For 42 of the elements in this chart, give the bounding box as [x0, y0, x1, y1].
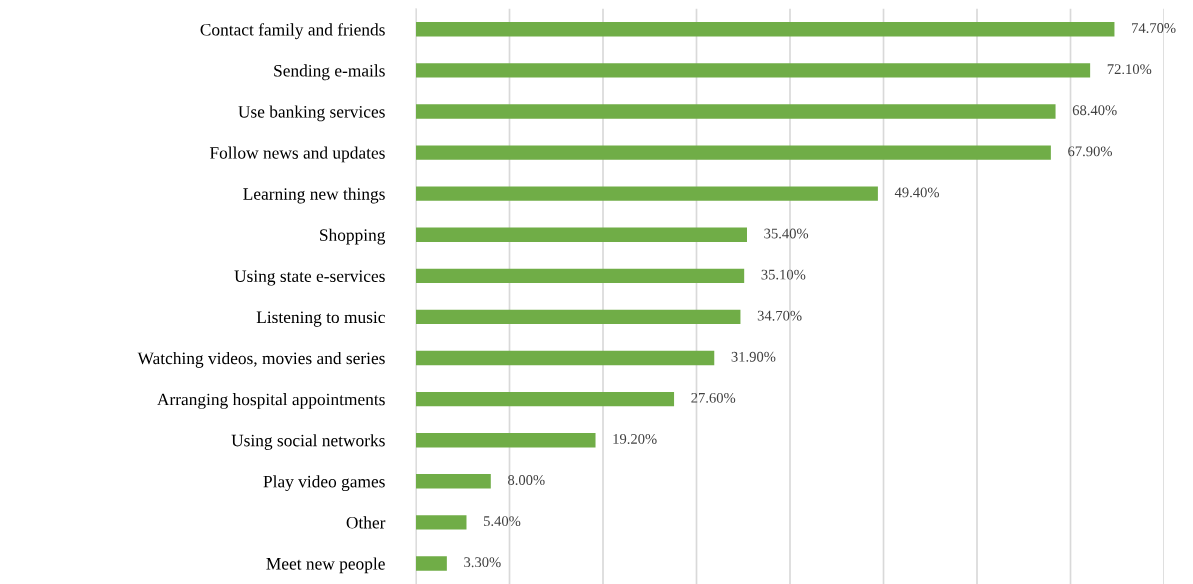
y-tick-label: Using state e-services	[234, 270, 385, 286]
y-tick-label: Listening to music	[256, 311, 385, 327]
bar	[416, 22, 1115, 37]
data-label: 8.00%	[508, 475, 545, 485]
data-label: 31.90%	[731, 351, 776, 362]
data-label: 3.30%	[464, 557, 501, 568]
bar	[416, 186, 878, 201]
bar	[416, 268, 745, 284]
bar	[416, 104, 1056, 119]
data-label: 49.40%	[894, 187, 940, 198]
y-tick-label: Watching videos, movies and series	[137, 351, 385, 368]
data-label: 34.70%	[757, 310, 802, 321]
bar	[416, 556, 447, 571]
y-tick-label: Meet new people	[266, 557, 385, 574]
bar	[416, 391, 675, 407]
data-label: 19.20%	[613, 434, 657, 444]
data-label: 68.40%	[1072, 105, 1117, 116]
bar	[416, 227, 747, 242]
y-tick-label: Sending e-mails	[274, 64, 385, 81]
y-tick-label: Follow news and updates	[209, 146, 385, 163]
y-tick-label: Shopping	[320, 228, 386, 245]
y-tick-label: Learning new things	[243, 187, 385, 204]
bar	[416, 474, 491, 489]
y-tick-label: Using social networks	[231, 434, 385, 450]
bar	[416, 433, 596, 448]
data-label: 74.70%	[1132, 23, 1176, 34]
y-tick-label: Use banking services	[238, 105, 385, 122]
bar	[416, 63, 1091, 78]
data-label: 72.10%	[1107, 64, 1152, 75]
y-tick-label: Other	[346, 516, 386, 529]
bar	[416, 309, 741, 325]
bar	[416, 145, 1051, 160]
y-tick-label: Arranging hospital appointments	[157, 393, 385, 409]
data-label: 67.90%	[1068, 146, 1112, 157]
y-tick-label: Play video games	[263, 475, 385, 492]
bar	[416, 350, 715, 366]
y-tick-label: Contact family and friends	[200, 23, 385, 40]
data-label: 35.10%	[761, 269, 806, 280]
bar	[416, 515, 467, 530]
data-label: 5.40%	[484, 516, 521, 527]
data-label: 27.60%	[691, 392, 736, 403]
data-label: 35.40%	[764, 228, 809, 239]
